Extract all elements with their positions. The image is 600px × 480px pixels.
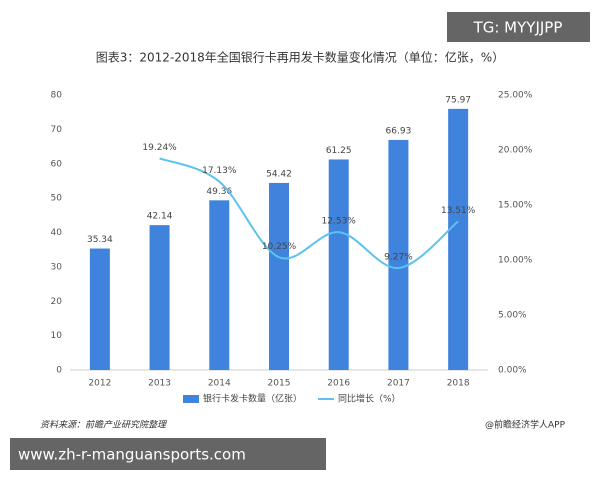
bar-value-label: 61.25 [326,146,352,156]
bar-value-label: 49.36 [206,187,232,197]
chart-title: 图表3：2012-2018年全国银行卡再用发卡数量变化情况（单位：亿张，%） [96,50,504,65]
y2-tick-label: 20.00% [498,146,533,156]
y2-tick-label: 10.00% [498,256,533,266]
line-value-label: 17.13% [202,166,237,176]
bar-value-label: 75.97 [445,95,471,105]
y-tick-label: 30 [51,262,63,272]
y-tick-label: 10 [51,331,63,341]
y-tick-label: 60 [51,159,63,169]
y-tick-label: 80 [51,91,63,101]
legend-swatch [183,395,199,403]
legend-label: 银行卡发卡数量（亿张） [203,393,302,405]
x-tick-label: 2014 [208,379,231,389]
x-tick-label: 2016 [327,379,350,389]
y-tick-label: 70 [51,125,63,135]
bar-value-label: 54.42 [266,169,292,179]
x-tick-label: 2013 [148,379,171,389]
bar [149,225,170,370]
line-value-label: 12.53% [322,217,357,227]
bar [209,200,230,370]
y-tick-label: 20 [51,297,63,307]
credit: @前瞻经济学人APP [485,419,566,431]
watermark-box [10,438,326,470]
bar [328,159,349,370]
source: 资料来源：前瞻产业研究院整理 [40,420,168,431]
y2-tick-label: 0.00% [498,366,527,376]
bar [448,108,469,371]
y-tick-label: 40 [51,228,63,238]
bar [269,182,289,370]
watermark: www.zh-r-manguansports.com [18,446,246,464]
bar-value-label: 42.14 [147,212,173,222]
legend-label: 同比增长（%） [338,393,401,405]
y-tick-label: 50 [51,194,63,204]
line-value-label: 13.51% [441,206,476,216]
x-tick-label: 2012 [88,379,111,389]
watermark: TG: MYYJJPP [473,19,563,37]
line-value-label: 19.24% [142,143,177,153]
line-value-label: 10.25% [262,242,297,252]
bar [388,139,409,370]
y2-tick-label: 15.00% [498,201,533,211]
watermark-box [447,12,590,42]
bar-value-label: 66.93 [386,126,412,136]
bar-value-label: 35.34 [87,235,113,245]
y2-tick-label: 5.00% [498,311,527,321]
y2-tick-label: 25.00% [498,91,533,101]
line [159,157,459,270]
x-tick-label: 2015 [268,379,291,389]
x-tick-label: 2017 [387,379,410,389]
line-value-label: 9.27% [384,253,413,263]
bar [89,248,110,370]
x-tick-label: 2018 [447,379,470,389]
y-tick-label: 0 [56,366,62,376]
